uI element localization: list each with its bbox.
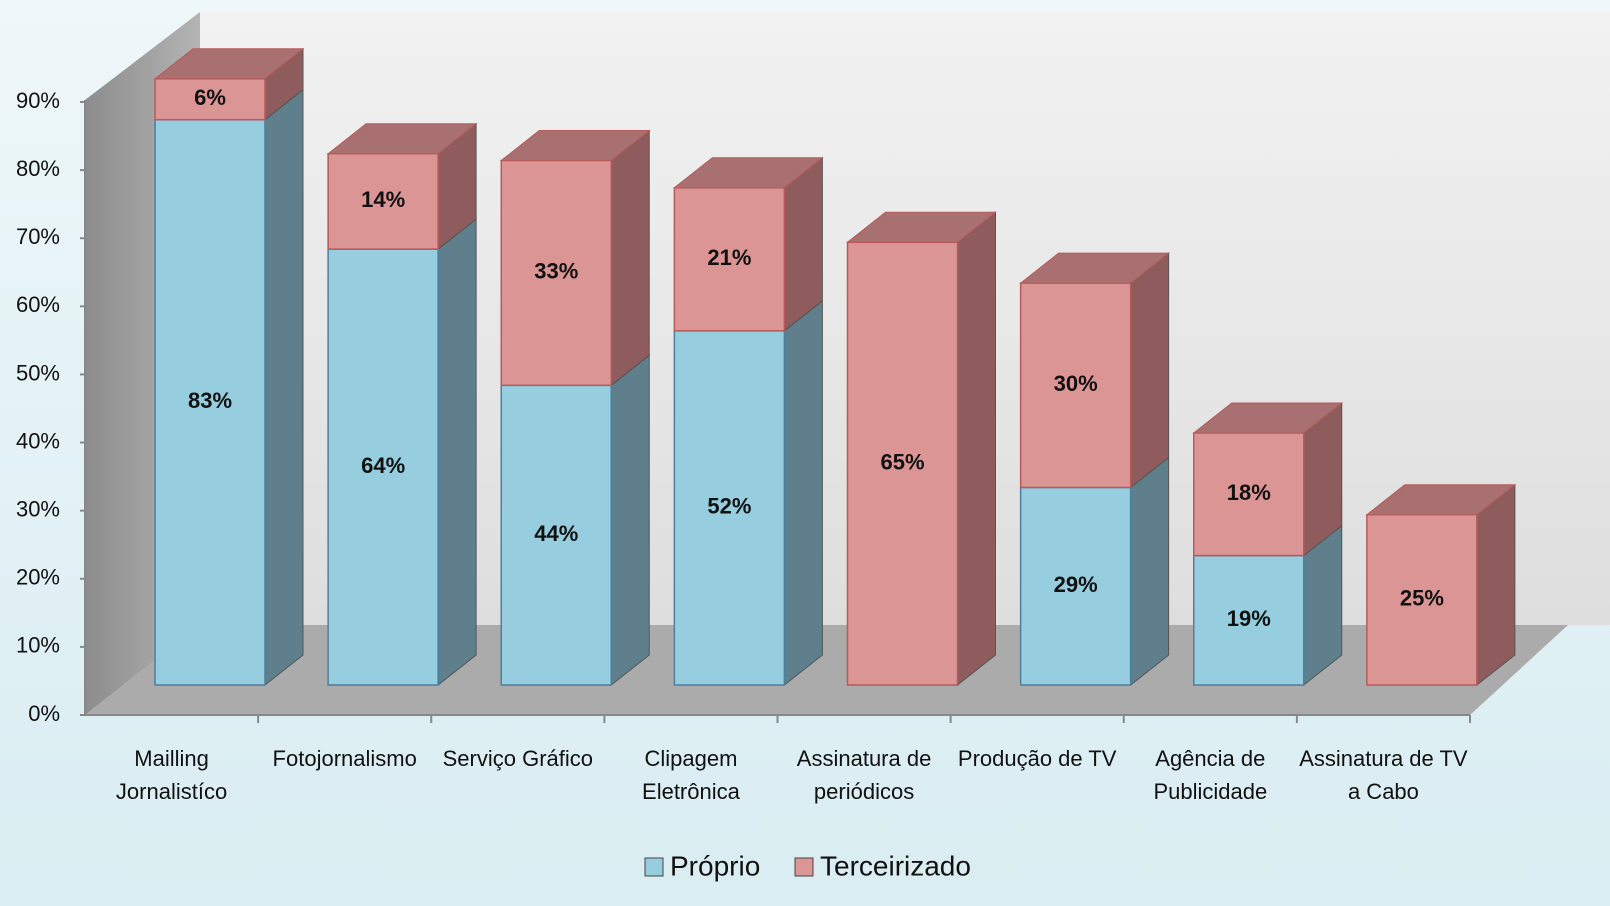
bar xyxy=(154,118,266,686)
data-label: 52% xyxy=(707,494,751,519)
y-tick-label: 50% xyxy=(16,360,60,385)
x-tick-label: Assinatura de periódicos xyxy=(796,746,932,804)
y-tick-label: 20% xyxy=(16,565,60,590)
x-tick-label: Produção de TV xyxy=(957,746,1117,771)
y-tick-label: 30% xyxy=(16,496,60,521)
bar-side xyxy=(957,211,996,687)
bar-side xyxy=(1130,252,1170,489)
legend: Próprio Terceirizado xyxy=(644,850,971,881)
bar-side xyxy=(783,299,823,687)
bar-side xyxy=(1476,483,1516,687)
data-label: 30% xyxy=(1054,371,1098,396)
y-tick-label: 0% xyxy=(28,701,60,726)
x-tick-label: Clipagem Eletrônica xyxy=(642,746,740,804)
y-tick-label: 80% xyxy=(16,156,60,181)
y-tick-label: 60% xyxy=(16,292,60,317)
data-label: 18% xyxy=(1227,480,1271,505)
floor xyxy=(85,625,1568,715)
bar xyxy=(1193,432,1305,557)
data-label: 25% xyxy=(1400,586,1444,611)
bar xyxy=(500,384,612,686)
data-label: 64% xyxy=(361,453,405,478)
bar-side xyxy=(610,354,650,687)
bar xyxy=(327,152,439,250)
bar-top xyxy=(326,123,478,155)
bar-top xyxy=(846,211,997,243)
bar-top xyxy=(1365,484,1517,516)
bar-top xyxy=(672,157,824,189)
bar xyxy=(673,330,786,686)
x-tick-label: Mailling Jornalistíco xyxy=(115,746,228,804)
data-label: 65% xyxy=(880,449,924,474)
data-label: 21% xyxy=(707,245,751,270)
legend-label: Próprio xyxy=(670,850,760,881)
bar xyxy=(1193,554,1305,686)
bar-side xyxy=(610,129,650,387)
y-tick-label: 70% xyxy=(16,224,60,249)
y-tick-label: 40% xyxy=(16,428,60,453)
bar-side xyxy=(1130,456,1170,687)
bar xyxy=(327,248,439,686)
x-tick-label: Fotojornalismo xyxy=(272,746,417,771)
data-label: 19% xyxy=(1227,606,1271,631)
data-label: 33% xyxy=(534,259,578,284)
bar xyxy=(154,78,266,121)
x-tick-label: Serviço Gráfico xyxy=(442,746,593,771)
bar xyxy=(1366,513,1478,686)
bar-top xyxy=(1019,252,1171,284)
y-tick-label: 90% xyxy=(16,88,60,113)
legend-swatch xyxy=(644,857,664,877)
data-label: 83% xyxy=(188,388,232,413)
x-tick-label: Agência de Publicidade xyxy=(1153,746,1268,804)
data-label: 14% xyxy=(361,187,405,212)
legend-label: Terceirizado xyxy=(820,850,971,881)
bar-top xyxy=(499,130,651,162)
bar-top xyxy=(153,48,305,80)
bar xyxy=(673,187,786,332)
bar-side xyxy=(437,218,477,687)
x-tick-label: Assinatura de TV a Cabo xyxy=(1299,746,1468,804)
bar-top xyxy=(1192,402,1344,434)
data-label: 6% xyxy=(194,85,226,110)
y-tick-label: 10% xyxy=(16,633,60,658)
legend-swatch xyxy=(794,857,814,877)
data-label: 29% xyxy=(1054,572,1098,597)
data-label: 44% xyxy=(534,521,578,546)
bar xyxy=(846,241,959,686)
bar-side xyxy=(264,88,304,687)
bar xyxy=(1019,282,1132,489)
